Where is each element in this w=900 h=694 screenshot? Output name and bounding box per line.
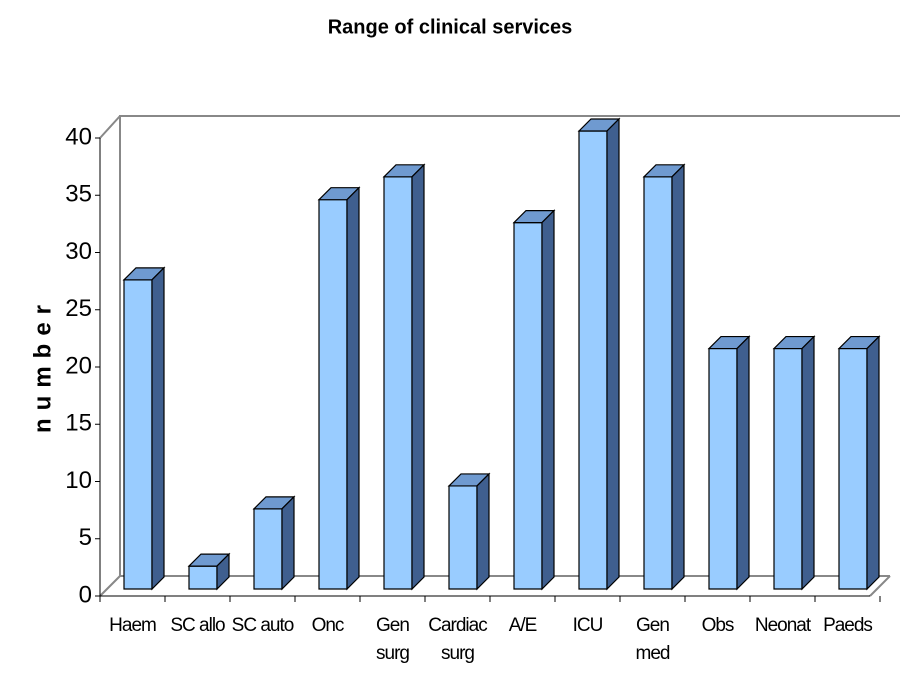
bar-front: [318, 199, 348, 590]
bar-side: [671, 163, 685, 591]
plot-frame: [99, 115, 900, 597]
bar: [837, 335, 881, 591]
y-tick-label: 15: [65, 410, 92, 437]
bar-side: [216, 552, 230, 591]
bar: [187, 552, 231, 591]
bar: [512, 209, 556, 591]
bar: [317, 186, 361, 591]
bar-side: [866, 335, 880, 591]
bar: [122, 266, 166, 591]
bar: [447, 472, 491, 591]
bar-side: [801, 335, 815, 591]
bar-side: [281, 495, 295, 591]
x-tick-label: Obs: [701, 615, 735, 636]
bar-front: [773, 347, 803, 590]
bar-side: [476, 472, 490, 591]
y-tick-label: 30: [65, 238, 92, 265]
x-tick-label: Gen med: [635, 615, 671, 664]
x-tick-label: Gen surg: [376, 615, 410, 664]
x-tick-label: A/E: [508, 615, 538, 636]
y-axis-label: number: [29, 297, 56, 433]
bar-front: [383, 176, 413, 590]
bar-front: [123, 279, 153, 590]
bar-front: [578, 130, 608, 590]
y-tick-label: 5: [79, 524, 92, 551]
floor-edge: [869, 575, 891, 597]
wall-edge: [99, 115, 121, 139]
bar: [707, 335, 751, 591]
y-tick-label: 10: [65, 467, 92, 494]
bar-side: [541, 209, 555, 591]
x-tick-label: Onc: [311, 615, 345, 636]
bar-side: [411, 163, 425, 591]
bar-side: [606, 117, 620, 591]
bar: [642, 163, 686, 591]
y-tick-label: 35: [65, 181, 92, 208]
bar-side: [736, 335, 750, 591]
bar: [772, 335, 816, 591]
x-tick-label: Cardiac surg: [428, 615, 487, 664]
bar-front: [513, 222, 543, 590]
x-tick-label: SC allo: [170, 615, 225, 636]
y-tick-label: 40: [65, 123, 92, 150]
bar-front: [643, 176, 673, 590]
x-tick-label: Haem: [109, 615, 157, 636]
floor-edge: [99, 575, 121, 597]
y-tick-label: 25: [65, 295, 92, 322]
bar-front: [188, 565, 218, 590]
chart-title: Range of clinical services: [328, 16, 573, 38]
bar: [577, 117, 621, 591]
bar-front: [838, 347, 868, 590]
x-tick-label: SC auto: [231, 615, 295, 636]
bar: [252, 495, 296, 591]
y-tick-label: 0: [79, 581, 92, 608]
x-tick-label: ICU: [572, 615, 604, 636]
y-tick-label: 20: [65, 352, 92, 379]
x-tick-label: Neonat: [754, 615, 811, 636]
bar-side: [346, 186, 360, 591]
bar-front: [708, 347, 738, 590]
bar-front: [448, 485, 478, 590]
bar: [382, 163, 426, 591]
x-tick-label: Paeds: [823, 615, 873, 636]
bar-side: [151, 266, 165, 591]
bar-front: [253, 508, 283, 590]
